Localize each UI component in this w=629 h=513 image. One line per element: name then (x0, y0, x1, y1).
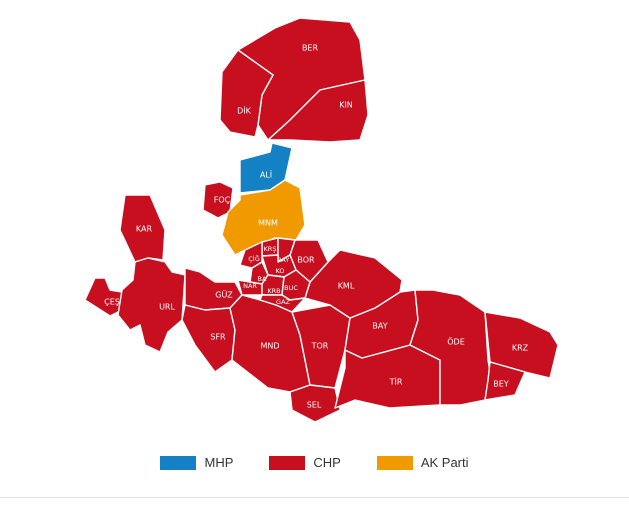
legend: MHP CHP AK Parti (0, 455, 629, 470)
legend-item-mhp[interactable]: MHP (160, 455, 233, 470)
district-sfr[interactable] (181, 304, 236, 373)
district-kin[interactable] (267, 79, 369, 143)
district-tir[interactable] (334, 344, 441, 409)
legend-label-mhp: MHP (204, 455, 234, 470)
district-krb[interactable] (261, 274, 285, 296)
district-url[interactable] (117, 257, 186, 353)
district-bey[interactable] (484, 361, 526, 401)
legend-swatch-ak-parti (376, 455, 413, 470)
divider (0, 497, 629, 498)
district-mnd[interactable] (229, 294, 311, 393)
district-sel[interactable] (289, 384, 341, 423)
district-ali[interactable] (239, 142, 293, 194)
district-kar[interactable] (119, 194, 166, 263)
legend-item-chp[interactable]: CHP (269, 455, 341, 470)
legend-item-ak-parti[interactable]: AK Parti (376, 455, 469, 470)
legend-label-chp: CHP (313, 455, 341, 470)
legend-swatch-chp (269, 455, 306, 470)
district-gaz[interactable] (259, 294, 306, 313)
district-ces[interactable] (84, 277, 123, 317)
district-krs[interactable] (261, 237, 279, 257)
district-mnm[interactable] (221, 179, 306, 256)
district-map: BER DİK KIN ALİ FOÇ MNM KAR ÇEŞ URL GÜZ … (84, 17, 559, 423)
legend-swatch-mhp (160, 455, 197, 470)
legend-label-ak-parti: AK Parti (420, 455, 469, 470)
district-dik[interactable] (219, 49, 274, 138)
